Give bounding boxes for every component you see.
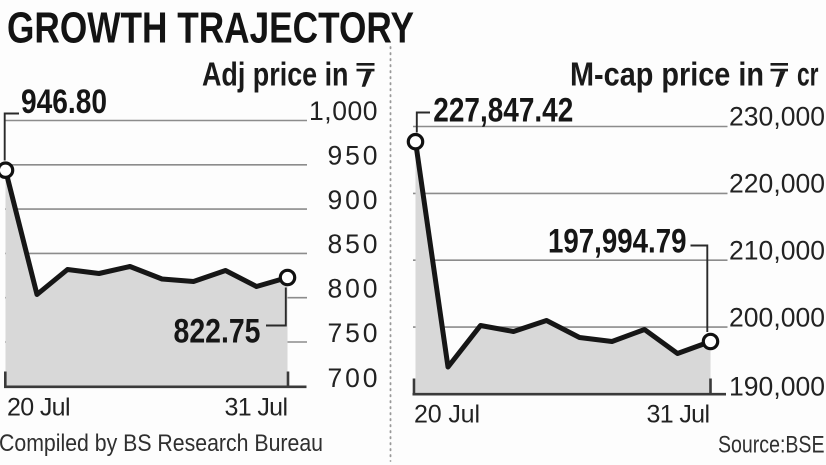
- svg-text:850: 850: [328, 229, 378, 259]
- svg-text:230,000: 230,000: [729, 102, 825, 132]
- svg-text:946.80: 946.80: [21, 83, 107, 121]
- svg-text:Compiled by BS Research Bureau: Compiled by BS Research Bureau: [0, 430, 323, 457]
- svg-text:950: 950: [328, 141, 378, 171]
- svg-text:20 Jul: 20 Jul: [414, 401, 480, 429]
- svg-text:M-cap price in: M-cap price in: [570, 56, 764, 93]
- svg-text:1,000: 1,000: [309, 96, 378, 126]
- svg-text:700: 700: [328, 363, 378, 393]
- svg-text:Source:BSE: Source:BSE: [718, 432, 825, 459]
- svg-text:20 Jul: 20 Jul: [7, 394, 71, 422]
- svg-text:822.75: 822.75: [174, 313, 261, 351]
- svg-text:800: 800: [328, 274, 378, 304]
- svg-text:197,994.79: 197,994.79: [548, 223, 687, 261]
- svg-text:227,847.42: 227,847.42: [433, 92, 573, 130]
- svg-text:200,000: 200,000: [729, 303, 825, 333]
- svg-text:190,000: 190,000: [729, 372, 825, 402]
- svg-text:31 Jul: 31 Jul: [225, 394, 289, 422]
- svg-text:cr: cr: [797, 56, 819, 93]
- svg-text:900: 900: [328, 185, 378, 215]
- svg-text:Adj price in: Adj price in: [202, 56, 349, 93]
- svg-text:210,000: 210,000: [729, 236, 825, 266]
- svg-text:GROWTH TRAJECTORY: GROWTH TRAJECTORY: [7, 4, 414, 53]
- svg-text:220,000: 220,000: [729, 169, 825, 199]
- svg-text:31 Jul: 31 Jul: [647, 401, 711, 429]
- svg-text:750: 750: [328, 318, 378, 348]
